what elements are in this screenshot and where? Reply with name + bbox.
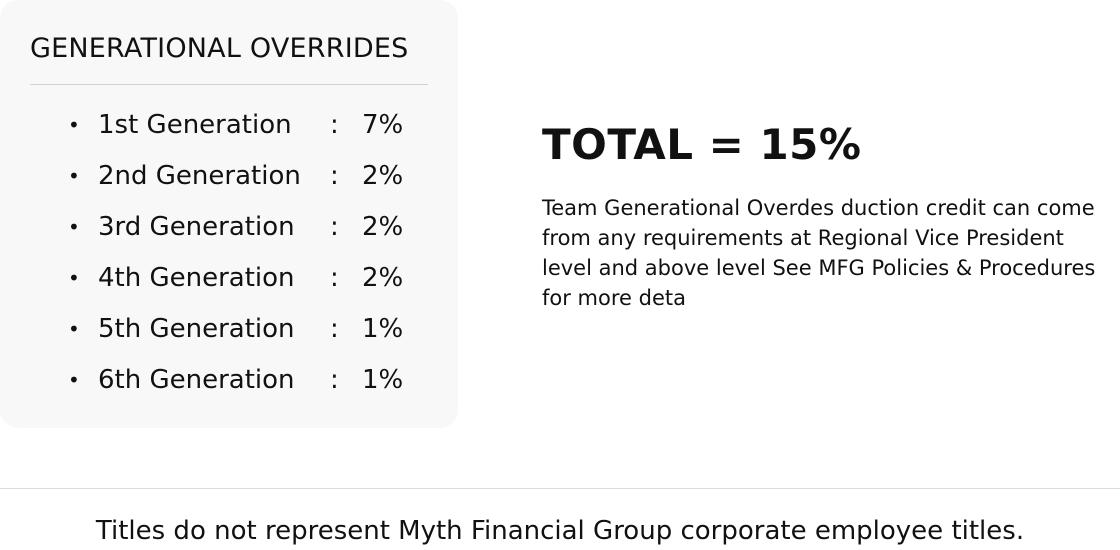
bullet-icon: • [68,215,80,239]
description-text: Team Generational Overdes duction credit… [542,196,1096,310]
separator: : [330,212,339,242]
generation-list: • 1st Generation : 7% • 2nd Generation :… [0,100,458,406]
list-item-2nd-generation: • 2nd Generation : 2% [0,151,458,202]
generation-percentage: 1% [362,365,404,395]
list-item-4th-generation: • 4th Generation : 2% [0,253,458,304]
generation-percentage: 2% [362,212,404,242]
separator: : [330,365,339,395]
list-item-5th-generation: • 5th Generation : 1% [0,304,458,355]
footer-disclaimer: Titles do not represent Myth Financial G… [95,516,1025,546]
generation-label: 3rd Generation [98,212,295,242]
bullet-icon: • [68,113,80,137]
generation-percentage: 2% [362,161,404,191]
bullet-icon: • [68,317,80,341]
separator: : [330,314,339,344]
generation-label: 5th Generation [98,314,295,344]
bullet-icon: • [68,266,80,290]
generation-percentage: 1% [362,314,404,344]
separator: : [330,161,339,191]
generation-percentage: 7% [362,110,404,140]
card-divider [30,84,428,85]
generation-label: 1st Generation [98,110,292,140]
generational-overrides-card: GENERATIONAL OVERRIDES • 1st Generation … [0,0,458,428]
list-item-3rd-generation: • 3rd Generation : 2% [0,202,458,253]
separator: : [330,110,339,140]
generation-label: 4th Generation [98,263,295,293]
total-heading: TOTAL = 15% [542,120,862,169]
bullet-icon: • [68,368,80,392]
generation-label: 2nd Generation [98,161,301,191]
card-title: GENERATIONAL OVERRIDES [30,33,409,64]
bullet-icon: • [68,164,80,188]
list-item-1st-generation: • 1st Generation : 7% [0,100,458,151]
footer-divider [0,488,1120,489]
generation-percentage: 2% [362,263,404,293]
generation-label: 6th Generation [98,365,295,395]
list-item-6th-generation: • 6th Generation : 1% [0,355,458,406]
separator: : [330,263,339,293]
